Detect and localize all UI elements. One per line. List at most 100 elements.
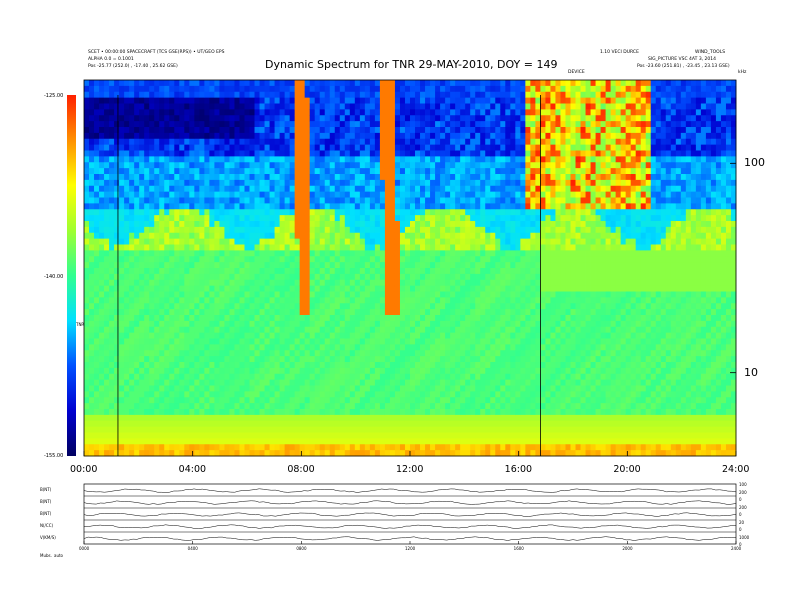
heatmap-cell xyxy=(329,144,336,151)
heatmap-cell xyxy=(214,144,220,151)
heatmap-cell xyxy=(349,115,356,122)
heatmap-cell xyxy=(450,115,456,122)
heatmap-cell xyxy=(410,315,416,322)
heatmap-cell xyxy=(415,303,421,310)
heatmap-cell xyxy=(359,132,366,140)
heatmap-cell xyxy=(194,156,200,163)
heatmap-cell xyxy=(374,121,381,128)
heatmap-cell xyxy=(94,203,100,210)
heatmap-cell xyxy=(304,132,311,140)
heatmap-cell xyxy=(460,356,466,363)
heatmap-cell xyxy=(289,209,296,216)
heatmap-cell xyxy=(164,362,170,369)
heatmap-cell xyxy=(84,444,90,451)
heatmap-cell xyxy=(249,303,255,310)
heatmap-cell xyxy=(284,409,291,416)
heatmap-cell xyxy=(399,367,406,375)
heatmap-cell xyxy=(425,450,431,457)
heatmap-cell xyxy=(304,150,311,157)
heatmap-cell xyxy=(104,203,110,210)
heatmap-cell xyxy=(384,150,391,157)
heatmap-cell xyxy=(124,309,130,316)
heatmap-cell xyxy=(425,403,431,410)
heatmap-cell xyxy=(254,144,260,151)
heatmap-cell xyxy=(84,185,90,193)
heatmap-cell xyxy=(129,367,135,375)
heatmap-cell xyxy=(269,291,275,298)
heatmap-cell xyxy=(389,226,396,234)
heatmap-cell xyxy=(244,297,250,304)
heatmap-cell xyxy=(344,432,351,439)
heatmap-cell xyxy=(264,244,270,251)
heatmap-cell xyxy=(224,432,230,439)
heatmap-cell xyxy=(284,144,291,151)
heatmap-cell xyxy=(134,168,140,175)
heatmap-cell xyxy=(224,232,230,240)
heatmap-cell xyxy=(389,156,396,163)
heatmap-cell xyxy=(269,97,275,104)
heatmap-cell xyxy=(119,250,125,257)
heatmap-cell xyxy=(314,297,321,304)
heatmap-cell xyxy=(274,338,280,345)
heatmap-cell xyxy=(470,297,476,304)
heatmap-cell xyxy=(445,344,451,351)
heatmap-cell xyxy=(189,367,195,375)
heatmap-cell xyxy=(84,238,90,245)
heatmap-cell xyxy=(384,362,391,369)
heatmap-cell xyxy=(334,162,341,169)
heatmap-cell xyxy=(289,338,296,345)
heatmap-cell xyxy=(89,262,95,269)
heatmap-cell xyxy=(399,115,406,122)
heatmap-cell xyxy=(124,426,130,433)
heatmap-cell xyxy=(440,420,446,428)
heatmap-cell xyxy=(229,250,235,257)
heatmap-cell xyxy=(470,397,476,404)
heatmap-cell xyxy=(159,344,165,351)
heatmap-cell xyxy=(425,356,431,363)
heatmap-cell xyxy=(410,203,416,210)
heatmap-cell xyxy=(189,115,195,122)
heatmap-cell xyxy=(379,297,386,304)
heatmap-cell xyxy=(460,285,466,292)
heatmap-cell xyxy=(389,426,396,433)
heatmap-cell xyxy=(299,80,306,87)
heatmap-cell xyxy=(319,132,326,140)
heatmap-cell xyxy=(314,403,321,410)
heatmap-cell xyxy=(89,203,95,210)
heatmap-cell xyxy=(154,144,160,151)
heatmap-cell xyxy=(404,315,411,322)
heatmap-cell xyxy=(174,391,180,398)
heatmap-cell xyxy=(369,115,376,122)
heatmap-cell xyxy=(470,209,476,216)
heatmap-cell xyxy=(219,426,225,433)
heatmap-cell xyxy=(259,221,265,228)
heatmap-cell xyxy=(239,291,245,298)
heatmap-cell xyxy=(465,238,471,245)
heatmap-cell xyxy=(84,268,90,275)
heatmap-cell xyxy=(470,303,476,310)
heatmap-cell xyxy=(189,315,195,322)
heatmap-cell xyxy=(149,362,155,369)
heatmap-cell xyxy=(319,226,326,234)
heatmap-cell xyxy=(455,80,461,87)
heatmap-cell xyxy=(94,315,100,322)
heatmap-cell xyxy=(379,420,386,428)
heatmap-cell xyxy=(384,215,391,222)
heatmap-cell xyxy=(249,409,255,416)
heatmap-cell xyxy=(399,397,406,404)
heatmap-cell xyxy=(334,115,341,122)
heatmap-cell xyxy=(109,185,115,193)
heatmap-cell xyxy=(430,303,436,310)
heatmap-cell xyxy=(99,332,105,339)
heatmap-cell xyxy=(199,85,205,93)
heatmap-cell xyxy=(99,232,105,240)
heatmap-cell xyxy=(445,80,451,87)
heatmap-cell xyxy=(435,221,441,228)
heatmap-cell xyxy=(349,209,356,216)
heatmap-cell xyxy=(455,103,461,110)
heatmap-cell xyxy=(149,367,155,375)
heatmap-cell xyxy=(139,179,145,187)
heatmap-cell xyxy=(359,344,366,351)
heatmap-cell xyxy=(374,85,381,93)
heatmap-cell xyxy=(294,450,301,457)
